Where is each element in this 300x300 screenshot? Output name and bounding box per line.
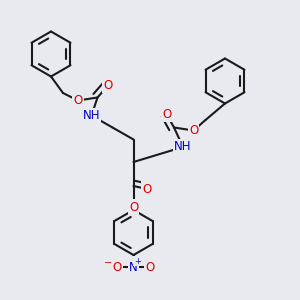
Text: O: O [112, 260, 122, 274]
Text: O: O [74, 94, 82, 107]
Text: −: − [104, 257, 112, 268]
Text: N: N [129, 260, 138, 274]
Text: O: O [189, 124, 198, 137]
Text: O: O [142, 182, 152, 196]
Text: NH: NH [83, 109, 100, 122]
Text: O: O [103, 79, 112, 92]
Text: NH: NH [174, 140, 192, 154]
Text: O: O [129, 200, 138, 214]
Text: O: O [162, 107, 171, 121]
Text: O: O [146, 260, 154, 274]
Text: +: + [134, 256, 140, 266]
